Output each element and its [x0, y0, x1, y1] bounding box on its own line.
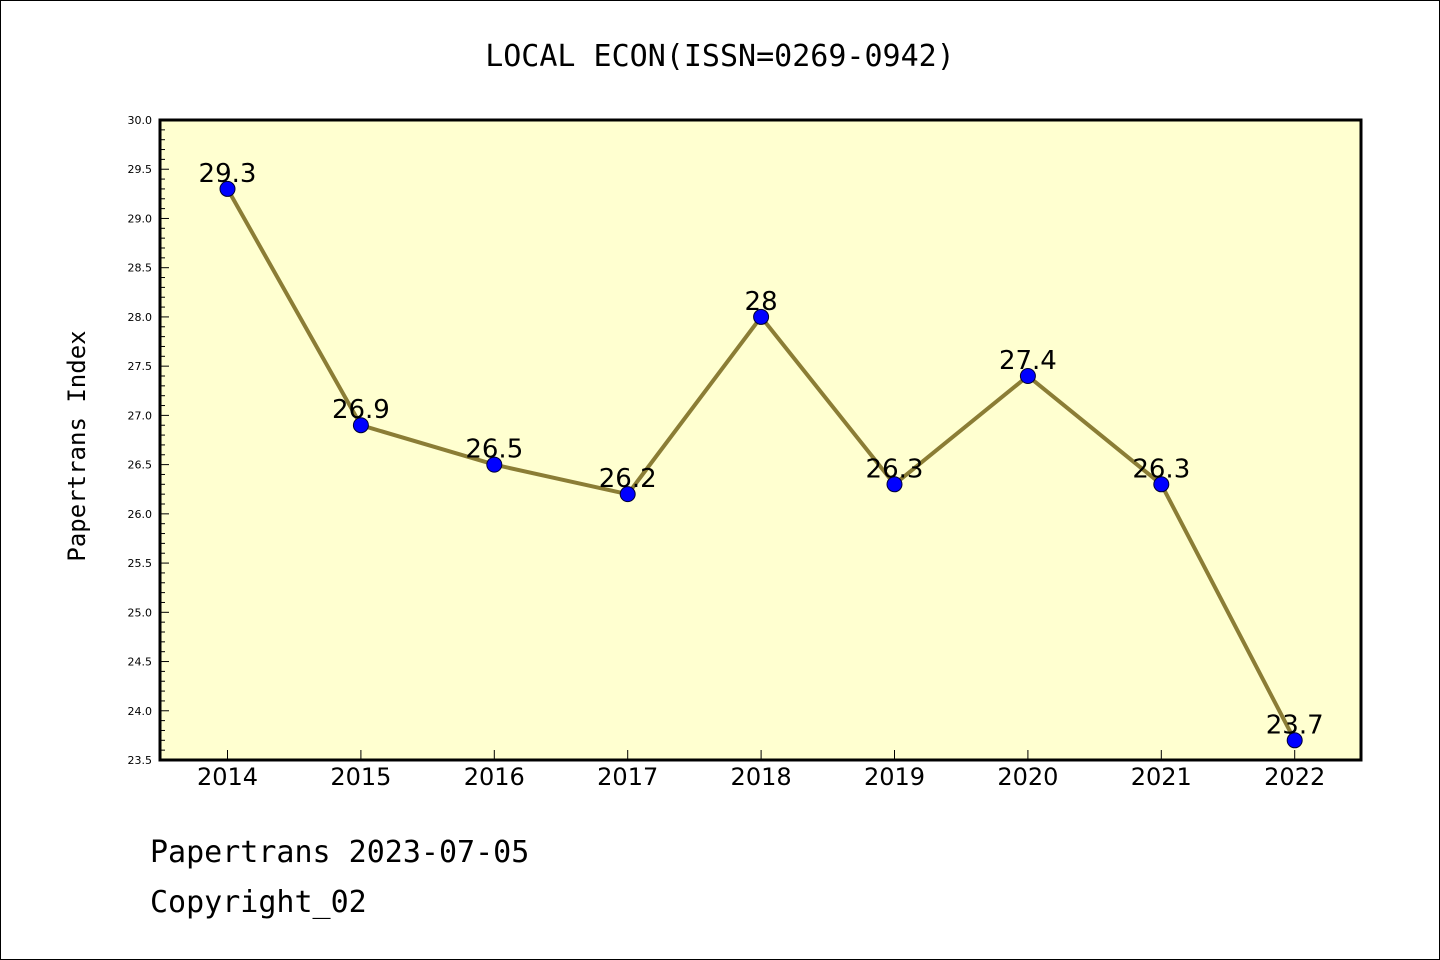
- x-tick-label: 2018: [731, 763, 792, 791]
- y-tick-label: 28.0: [128, 311, 153, 324]
- y-tick-label: 26.0: [128, 508, 153, 521]
- data-point: [619, 486, 636, 503]
- x-axis: 2014 2015 2016 2017 2018 2019 2020 2021 2022: [197, 750, 1325, 791]
- y-axis-label: Papertrans Index: [63, 330, 91, 561]
- data-labels: 29.3 26.9 26.5 26.2 28 26.3 27.4 26.3 23.7: [199, 159, 1324, 740]
- plot-area: [158, 118, 1363, 762]
- x-tick-label: 2019: [864, 763, 925, 791]
- y-tick-label: 30.0: [128, 114, 153, 127]
- x-tick-label: 2021: [1131, 763, 1192, 791]
- data-point: [753, 308, 770, 325]
- data-point: [1153, 476, 1170, 493]
- data-markers: [219, 180, 1303, 749]
- footer-copyright: Copyright_02: [150, 885, 367, 920]
- y-tick-label: 26.5: [128, 459, 153, 472]
- data-point: [486, 456, 503, 473]
- x-tick-label: 2014: [197, 763, 258, 791]
- y-tick-label: 27.5: [128, 360, 153, 373]
- x-tick-label: 2015: [330, 763, 391, 791]
- y-axis: 23.5 24.0 24.5 25.0 25.5 26.0 26.5 27.0 27.5 28.0…: [128, 114, 169, 767]
- y-tick-label: 27.0: [128, 409, 153, 422]
- footer-date: Papertrans 2023-07-05: [150, 835, 530, 870]
- chart-title: LOCAL ECON(ISSN=0269-0942): [485, 39, 955, 74]
- y-tick-label: 29.0: [128, 212, 153, 225]
- data-point: [1286, 732, 1303, 749]
- x-tick-label: 2022: [1264, 763, 1325, 791]
- data-point: [352, 417, 369, 434]
- data-label: 26.5: [465, 435, 523, 465]
- data-label: 26.2: [599, 464, 657, 494]
- data-point: [219, 180, 236, 197]
- data-label: 26.3: [866, 454, 924, 484]
- data-label: 26.3: [1132, 454, 1190, 484]
- data-label: 28: [745, 287, 778, 317]
- y-tick-label: 23.5: [128, 754, 153, 767]
- data-point: [886, 476, 903, 493]
- y-tick-label: 24.5: [128, 656, 153, 669]
- data-label: 27.4: [999, 346, 1057, 376]
- y-tick-label: 28.5: [128, 262, 153, 275]
- data-label: 26.9: [332, 395, 390, 425]
- data-label: 29.3: [199, 159, 257, 189]
- x-tick-label: 2016: [464, 763, 525, 791]
- x-tick-label: 2020: [997, 763, 1058, 791]
- y-tick-label: 25.5: [128, 557, 153, 570]
- y-tick-label: 29.5: [128, 163, 153, 176]
- data-label: 23.7: [1266, 710, 1324, 740]
- data-point: [1019, 368, 1036, 384]
- y-tick-label: 24.0: [128, 705, 153, 718]
- x-tick-label: 2017: [597, 763, 658, 791]
- y-tick-label: 25.0: [128, 606, 153, 619]
